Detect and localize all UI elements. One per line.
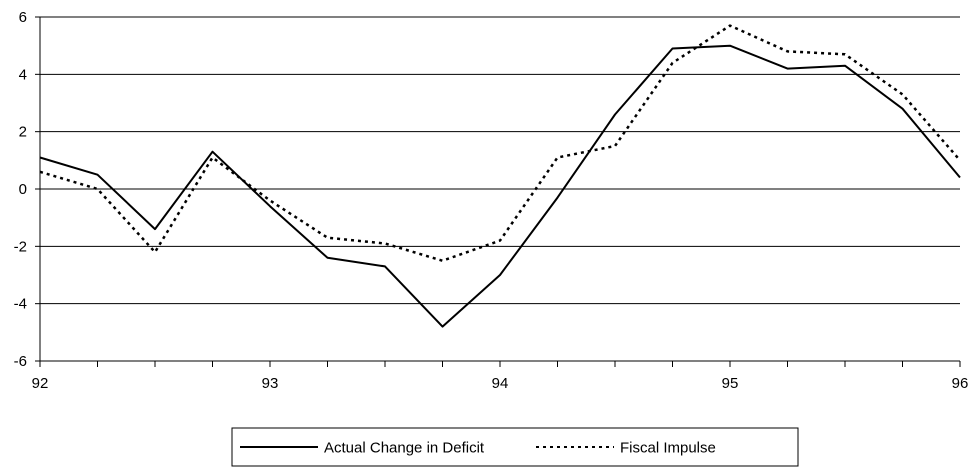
legend-label-actual-change: Actual Change in Deficit — [324, 440, 485, 457]
y-tick-label-2: 2 — [19, 124, 27, 141]
series-line-fiscal-impulse — [39, 24, 961, 262]
x-tick-label-92: 92 — [32, 375, 49, 392]
axes — [35, 16, 961, 367]
x-tick-label-95: 95 — [722, 375, 739, 392]
x-tick-labels: 92 93 94 95 96 — [32, 375, 969, 392]
legend-box — [231, 427, 799, 467]
series-lines — [39, 24, 961, 328]
series-line-actual-change — [39, 44, 961, 328]
x-tick-label-93: 93 — [262, 375, 279, 392]
gridlines — [40, 16, 960, 305]
y-tick-label-4: 4 — [19, 66, 27, 83]
y-tick-labels: -6 -4 -2 0 2 4 6 — [14, 9, 27, 370]
y-tick-label--6: -6 — [14, 353, 27, 370]
x-tick-label-96: 96 — [952, 375, 969, 392]
y-tick-label--2: -2 — [14, 238, 27, 255]
y-tick-label--4: -4 — [14, 296, 27, 313]
legend-label-fiscal-impulse: Fiscal Impulse — [620, 440, 716, 457]
x-tick-label-94: 94 — [492, 375, 509, 392]
legend: Actual Change in Deficit Fiscal Impulse — [231, 427, 799, 467]
y-tick-label-0: 0 — [19, 181, 27, 198]
y-tick-label-6: 6 — [19, 9, 27, 26]
